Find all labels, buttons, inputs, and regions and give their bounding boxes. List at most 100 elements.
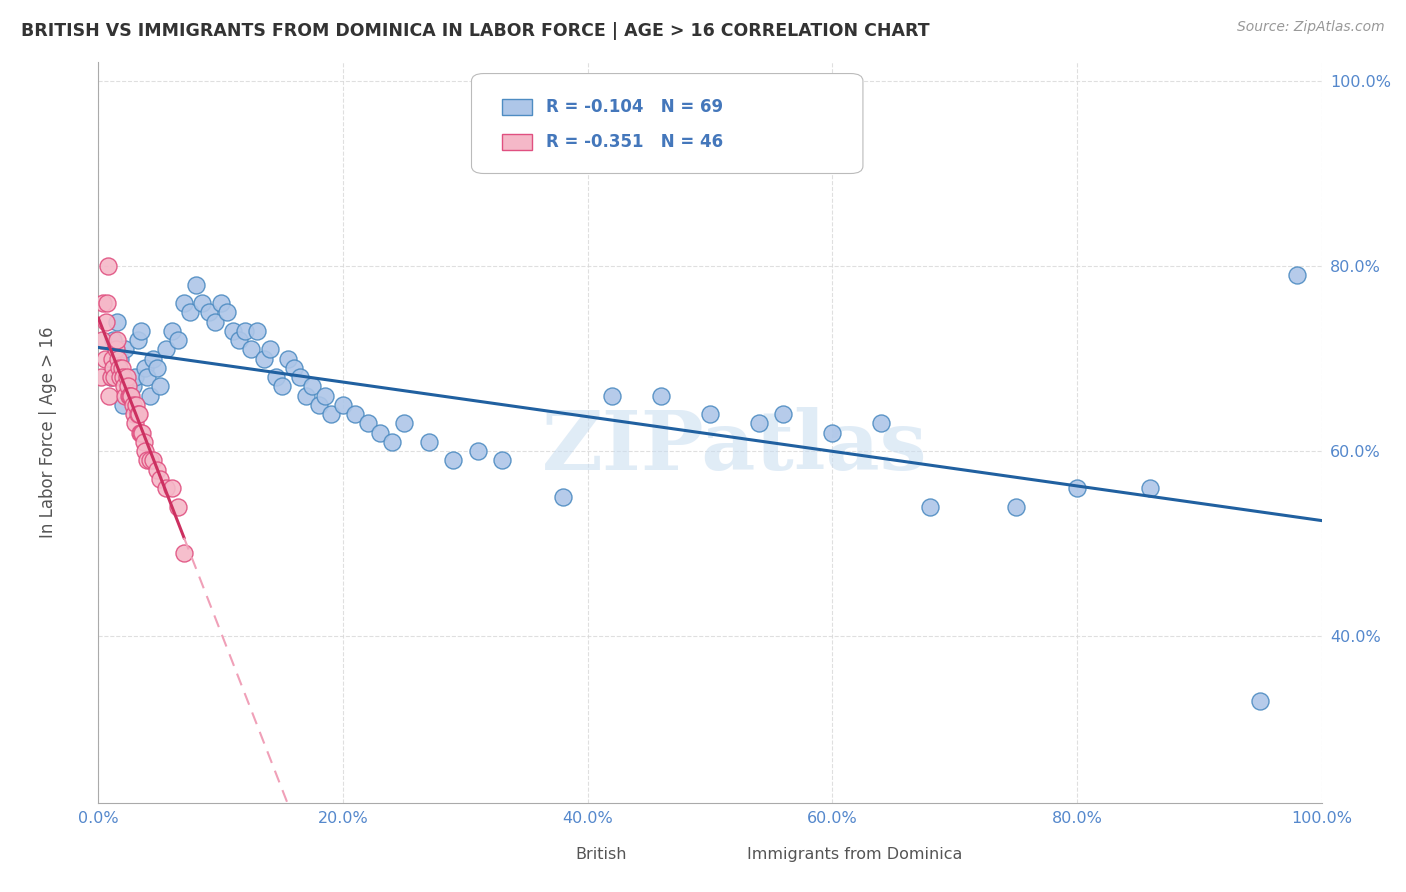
Point bbox=[91, 333, 114, 347]
FancyBboxPatch shape bbox=[502, 99, 531, 115]
Point bbox=[118, 388, 141, 402]
Point bbox=[209, 296, 232, 310]
Point bbox=[155, 481, 177, 495]
Point bbox=[129, 425, 152, 440]
Point bbox=[344, 407, 367, 421]
Point bbox=[100, 370, 122, 384]
Point bbox=[134, 444, 156, 458]
Point bbox=[146, 360, 169, 375]
Point bbox=[96, 296, 118, 310]
Point bbox=[142, 351, 165, 366]
Text: British: British bbox=[575, 847, 627, 863]
Point bbox=[107, 351, 129, 366]
Point bbox=[600, 388, 623, 402]
Point bbox=[228, 333, 250, 347]
Point bbox=[233, 324, 256, 338]
Text: R = -0.104   N = 69: R = -0.104 N = 69 bbox=[547, 98, 724, 116]
Point bbox=[1249, 694, 1271, 708]
Point bbox=[277, 351, 299, 366]
Point bbox=[124, 417, 146, 431]
Point bbox=[121, 379, 143, 393]
Point bbox=[191, 296, 214, 310]
Point bbox=[301, 379, 323, 393]
Point bbox=[650, 388, 672, 402]
Point bbox=[870, 417, 893, 431]
Point bbox=[111, 370, 134, 384]
Point bbox=[173, 296, 195, 310]
Point bbox=[110, 370, 132, 384]
Point bbox=[356, 417, 378, 431]
Point bbox=[132, 434, 155, 449]
Point bbox=[332, 398, 354, 412]
Point bbox=[319, 407, 342, 421]
Point bbox=[222, 324, 245, 338]
Point bbox=[441, 453, 464, 467]
Point bbox=[136, 370, 159, 384]
Point bbox=[101, 351, 124, 366]
Point bbox=[149, 379, 172, 393]
Point bbox=[381, 434, 404, 449]
Point bbox=[103, 370, 125, 384]
Point bbox=[197, 305, 219, 319]
Point bbox=[821, 425, 844, 440]
Point bbox=[98, 388, 121, 402]
Point bbox=[246, 324, 269, 338]
Point bbox=[134, 360, 156, 375]
Point bbox=[110, 351, 132, 366]
Point bbox=[920, 500, 942, 514]
Point bbox=[100, 370, 122, 384]
Point bbox=[467, 444, 489, 458]
Point bbox=[160, 324, 183, 338]
Point bbox=[142, 453, 165, 467]
Text: ZIPatlas: ZIPatlas bbox=[541, 408, 927, 487]
Point bbox=[108, 360, 131, 375]
Point bbox=[114, 388, 136, 402]
Point bbox=[112, 379, 135, 393]
Point bbox=[155, 343, 177, 357]
Text: Immigrants from Dominica: Immigrants from Dominica bbox=[747, 847, 962, 863]
Point bbox=[128, 407, 150, 421]
Point bbox=[418, 434, 440, 449]
Point bbox=[105, 315, 128, 329]
Y-axis label: In Labor Force | Age > 16: In Labor Force | Age > 16 bbox=[39, 326, 56, 539]
Point bbox=[118, 388, 141, 402]
Point bbox=[104, 343, 127, 357]
Point bbox=[204, 315, 226, 329]
Point bbox=[491, 453, 513, 467]
Point bbox=[111, 398, 134, 412]
Point bbox=[259, 343, 281, 357]
Point bbox=[748, 417, 770, 431]
Point bbox=[105, 333, 128, 347]
Point bbox=[314, 388, 336, 402]
Text: Source: ZipAtlas.com: Source: ZipAtlas.com bbox=[1237, 20, 1385, 34]
Point bbox=[122, 407, 145, 421]
Point bbox=[186, 277, 208, 292]
Point bbox=[125, 398, 148, 412]
Point bbox=[1139, 481, 1161, 495]
Point bbox=[215, 305, 238, 319]
FancyBboxPatch shape bbox=[502, 134, 531, 150]
Point bbox=[115, 370, 138, 384]
Text: R = -0.351   N = 46: R = -0.351 N = 46 bbox=[547, 133, 724, 151]
Point bbox=[167, 500, 190, 514]
Point bbox=[146, 462, 169, 476]
Point bbox=[127, 333, 149, 347]
Point bbox=[264, 370, 287, 384]
Point bbox=[120, 388, 142, 402]
Point bbox=[173, 546, 195, 560]
Point bbox=[121, 398, 143, 412]
Point bbox=[124, 370, 146, 384]
Point bbox=[101, 333, 124, 347]
Point bbox=[290, 370, 312, 384]
FancyBboxPatch shape bbox=[471, 73, 863, 173]
Point bbox=[139, 388, 162, 402]
Point bbox=[131, 425, 153, 440]
Point bbox=[1286, 268, 1309, 283]
Point bbox=[129, 324, 152, 338]
Point bbox=[240, 343, 263, 357]
Point bbox=[117, 379, 139, 393]
Point bbox=[114, 343, 136, 357]
Point bbox=[772, 407, 794, 421]
Point bbox=[1004, 500, 1026, 514]
Point bbox=[139, 453, 162, 467]
